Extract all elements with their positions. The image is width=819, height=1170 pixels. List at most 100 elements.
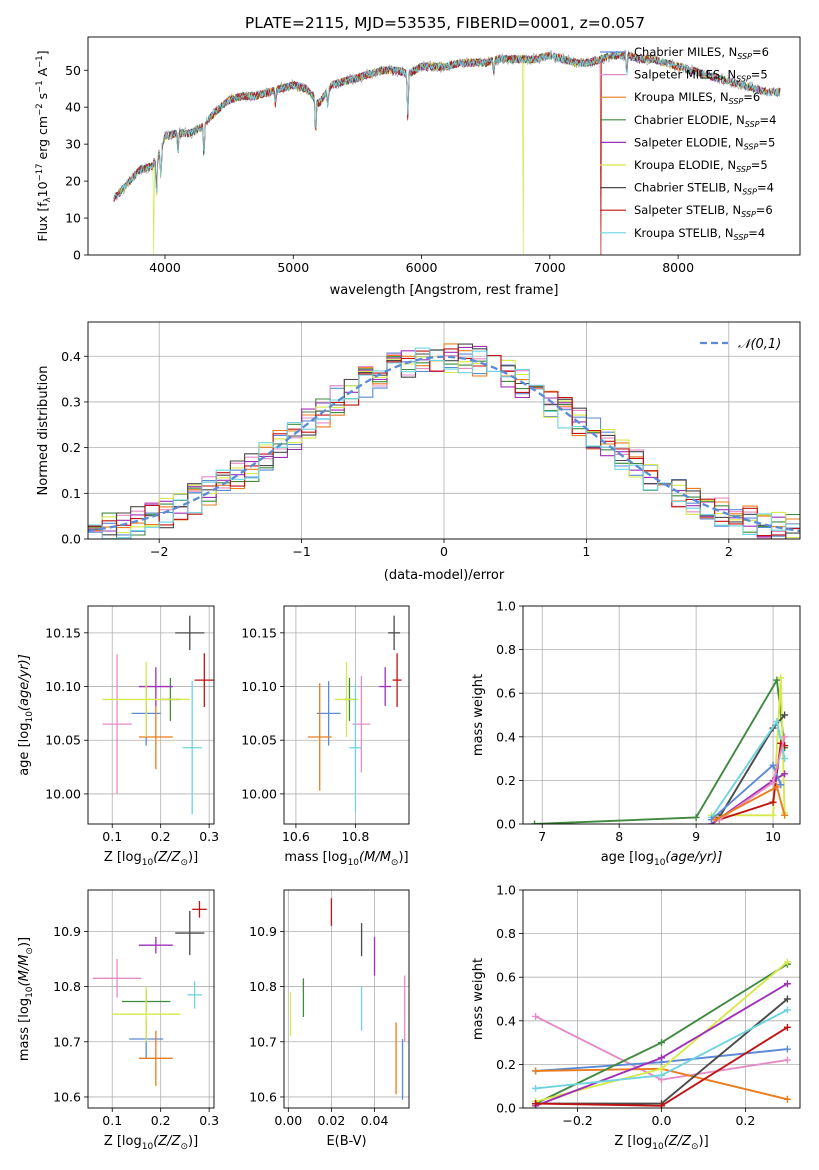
weight-marker-kroupa_stelib <box>781 755 789 763</box>
weight-marker-salpeter_elodie <box>783 980 791 988</box>
weight-marker-salpeter_elodie <box>781 770 789 778</box>
axes-age_vs_mass: 10.6 10.8 10.00 10.05 10.10 10.15 mass [log10(… <box>241 606 409 868</box>
y-tick-label: 1.0 <box>496 599 516 614</box>
errorbar-kroupa_stelib <box>187 981 202 1009</box>
legend-label-chabrier_elodie: Chabrier ELODIE, NSSP=4 <box>634 113 776 129</box>
weight-marker-kroupa_miles <box>711 816 719 824</box>
weight-marker-chabrier_miles <box>783 1045 791 1053</box>
x-tick-label: 0.3 <box>199 829 219 844</box>
spectrum-line-kroupa_stelib <box>113 51 781 201</box>
x-tick-label: 10.6 <box>282 829 310 844</box>
errorbar-kroupa_elodie <box>112 986 181 1042</box>
y-tick-label: 10.6 <box>53 1089 81 1104</box>
legend-label-salpeter_miles: Salpeter MILES, NSSP=5 <box>634 68 768 84</box>
y-tick-label: 0.8 <box>496 926 516 941</box>
x-axis-label: wavelength [Angstrom, rest frame] <box>330 283 559 298</box>
errorbar-kroupa_miles <box>307 683 332 791</box>
y-tick-label: 10.05 <box>241 733 277 748</box>
weight-marker-kroupa_miles <box>781 811 789 819</box>
mass_vs_Z-grid <box>88 890 214 1108</box>
y-tick-label: 10.00 <box>45 786 81 801</box>
x-tick-label: 5000 <box>277 260 309 275</box>
x-tick-label: 8 <box>615 829 623 844</box>
weight-marker-salpeter_miles <box>781 733 789 741</box>
x-axis-label: Z [log10(Z/Z⊙)] <box>614 1134 708 1152</box>
y-tick-label: 10.7 <box>53 1034 81 1049</box>
x-axis-label: Z [log10(Z/Z⊙)] <box>104 1134 198 1152</box>
x-tick-label: 1 <box>582 544 590 559</box>
weight-marker-chabrier_stelib <box>783 995 791 1003</box>
y-tick-label: 10 <box>65 211 81 226</box>
errorbar-chabrier_miles <box>316 681 341 746</box>
weight-marker-kroupa_stelib <box>773 718 781 726</box>
weight-marker-chabrier_miles <box>769 761 777 769</box>
y-tick-label: 10.15 <box>45 625 81 640</box>
weight-marker-chabrier_elodie <box>692 813 700 821</box>
weight-line-chabrier_elodie <box>534 677 786 824</box>
errorbar-salpeter_miles <box>92 958 142 998</box>
errorbar-kroupa_elodie <box>334 661 359 738</box>
x-tick-label: −0.2 <box>562 1113 592 1128</box>
y-tick-label: 0.8 <box>496 642 516 657</box>
y-tick-label: 0.0 <box>496 817 516 832</box>
weight-marker-kroupa_stelib <box>532 1084 540 1092</box>
y-tick-label: 10.8 <box>249 979 277 994</box>
mass_vs_ebv-frame <box>283 889 410 1109</box>
spectrum-plot-area <box>113 49 781 255</box>
histogram-kroupa_stelib <box>88 347 800 539</box>
weight-marker-chabrier_elodie <box>658 1039 665 1047</box>
weight-marker-kroupa_miles <box>773 783 781 791</box>
legend-label-chabrier_miles: Chabrier MILES, NSSP=6 <box>634 45 769 61</box>
errorbar-salpeter_stelib <box>392 653 402 707</box>
x-tick-label: −2 <box>150 544 168 559</box>
figure-title: PLATE=2115, MJD=53535, FIBERID=0001, z=0… <box>245 14 645 32</box>
axes-mass_vs_Z: 0.1 0.2 0.3 10.6 10.7 10.8 10.9 Z [log10(Z/Z⊙)]… <box>17 890 219 1152</box>
weight-marker-salpeter_stelib <box>769 798 777 806</box>
axes-Z_weights: −0.2 0.0 0.2 0.0 0.2 0.4 0.6 0.8 1.0 Z [log10(Z/Z… <box>471 883 800 1152</box>
y-tick-label: 0.4 <box>61 349 81 364</box>
weight-marker-salpeter_stelib <box>532 1100 540 1108</box>
y-axis-label: Flux [fλ10−17 erg cm−2 s−1 A−1] <box>35 50 53 241</box>
y-tick-label: 0.2 <box>61 440 81 455</box>
y-tick-label: 0 <box>73 248 81 263</box>
y-tick-label: 10.10 <box>45 679 81 694</box>
y-tick-label: 0.6 <box>496 970 516 985</box>
Z_weights-frame <box>522 889 801 1109</box>
axes-mass_vs_ebv: 0.00 0.02 0.04 10.6 10.7 10.8 10.9 E(B-V) <box>249 890 409 1149</box>
age_vs_mass-plot-area <box>307 615 402 813</box>
y-tick-label: 10.00 <box>241 786 277 801</box>
x-tick-label: 0.1 <box>102 1113 122 1128</box>
x-tick-label: 0 <box>440 544 448 559</box>
y-tick-label: 50 <box>65 63 81 78</box>
x-tick-label: 0.2 <box>735 1113 755 1128</box>
Z_weights-plot-area <box>532 958 791 1108</box>
age_weights-plot-area <box>531 674 789 824</box>
mass_vs_Z-plot-area <box>92 901 207 1086</box>
y-tick-label: 10.15 <box>241 625 277 640</box>
weight-marker-kroupa_miles <box>783 1095 791 1103</box>
errorbar-salpeter_elodie <box>379 667 392 706</box>
y-tick-label: 10.7 <box>249 1034 277 1049</box>
legend-label-kroupa_elodie: Kroupa ELODIE, NSSP=5 <box>634 158 768 174</box>
axes-residuals: −2 −1 0 1 2 0.0 0.1 0.2 0.3 0.4 𝒩(0,1) (data-model)… <box>36 322 800 583</box>
x-tick-label: −1 <box>292 544 310 559</box>
y-tick-label: 0.6 <box>496 686 516 701</box>
normal-reference-curve <box>88 355 800 533</box>
y-tick-label: 0.4 <box>496 729 516 744</box>
errorbar-kroupa_stelib <box>349 683 362 813</box>
y-axis-label: mass [log10(M/M⊙)] <box>17 937 35 1061</box>
x-axis-label: age [log10(age/yr)] <box>601 850 723 868</box>
y-tick-label: 0.2 <box>496 773 516 788</box>
y-tick-label: 1.0 <box>496 883 516 898</box>
legend-label-chabrier_stelib: Chabrier STELIB, NSSP=4 <box>634 181 774 197</box>
y-axis-label: mass weight <box>471 674 486 756</box>
y-tick-label: 0.2 <box>496 1057 516 1072</box>
x-tick-label: 7 <box>538 829 546 844</box>
age_vs_mass-frame <box>283 605 410 825</box>
x-axis-label: E(B-V) <box>326 1134 366 1149</box>
legend-label-salpeter_stelib: Salpeter STELIB, NSSP=6 <box>634 203 773 219</box>
x-axis-label: mass [log10(M/M⊙)] <box>284 850 408 868</box>
legend-label-salpeter_elodie: Salpeter ELODIE, NSSP=5 <box>634 135 775 151</box>
